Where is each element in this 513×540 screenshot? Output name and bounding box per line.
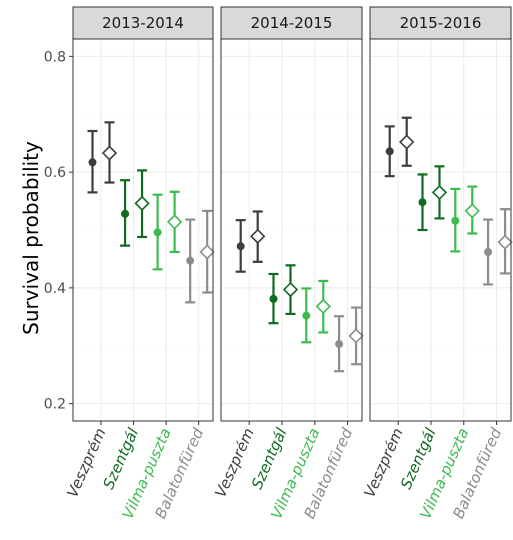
point-estimate-circle bbox=[121, 209, 130, 218]
point-estimate-diamond bbox=[399, 134, 415, 150]
point-estimate-circle bbox=[88, 158, 97, 167]
point-estimate-circle bbox=[335, 340, 344, 349]
point-estimate-diamond bbox=[166, 214, 183, 230]
point-estimate-diamond bbox=[282, 281, 299, 298]
point-estimate-circle bbox=[153, 228, 162, 237]
facet-panel: 2013-2014VeszprémSzentgálVilma-pusztaBal… bbox=[63, 6, 215, 522]
facet-panel: 2015-2016VeszprémSzentgálVilma-pusztaBal… bbox=[360, 6, 513, 522]
point-estimate-circle bbox=[269, 294, 278, 303]
x-tick-label: Veszprém bbox=[211, 425, 257, 500]
point-estimate-diamond bbox=[497, 234, 513, 250]
point-estimate-circle bbox=[385, 147, 394, 156]
facet-strip bbox=[220, 6, 363, 40]
facet-panels: 0.20.40.60.82013-2014VeszprémSzentgálVil… bbox=[44, 6, 513, 522]
y-axis-label: Survival probability bbox=[19, 141, 43, 335]
point-estimate-diamond bbox=[134, 195, 150, 212]
point-estimate-diamond bbox=[431, 184, 448, 201]
panel-border bbox=[369, 38, 512, 422]
point-estimate-circle bbox=[451, 216, 460, 225]
y-axis: 0.2 0.4 0.6 0.8 bbox=[44, 49, 73, 413]
point-estimate-diamond bbox=[250, 228, 266, 244]
facet-strip bbox=[72, 6, 214, 40]
y-tick-label: 0.2 bbox=[44, 397, 66, 413]
x-tick-label: Veszprém bbox=[360, 425, 406, 500]
point-estimate-circle bbox=[186, 256, 195, 265]
y-tick-label: 0.8 bbox=[44, 49, 66, 65]
panel-border bbox=[220, 38, 363, 422]
point-estimate-diamond bbox=[101, 145, 118, 161]
point-estimate-circle bbox=[302, 311, 311, 320]
point-estimate-diamond bbox=[315, 298, 331, 315]
point-estimate-diamond bbox=[348, 328, 364, 344]
point-estimate-circle bbox=[236, 242, 245, 251]
point-estimate-diamond bbox=[199, 244, 215, 260]
facet-panel: 2014-2015VeszprémSzentgálVilma-pusztaBal… bbox=[211, 6, 364, 522]
y-tick-label: 0.4 bbox=[44, 281, 66, 297]
facet-strip-label: 2014-2015 bbox=[251, 14, 333, 32]
facet-strip-label: 2013-2014 bbox=[102, 14, 184, 32]
facet-strip-label: 2015-2016 bbox=[400, 14, 482, 32]
point-estimate-circle bbox=[418, 198, 427, 207]
point-estimate-circle bbox=[484, 247, 493, 256]
panel-border bbox=[72, 38, 214, 422]
x-tick-label: Veszprém bbox=[63, 425, 109, 500]
point-estimate-diamond bbox=[464, 203, 480, 219]
y-tick-label: 0.6 bbox=[44, 165, 66, 181]
